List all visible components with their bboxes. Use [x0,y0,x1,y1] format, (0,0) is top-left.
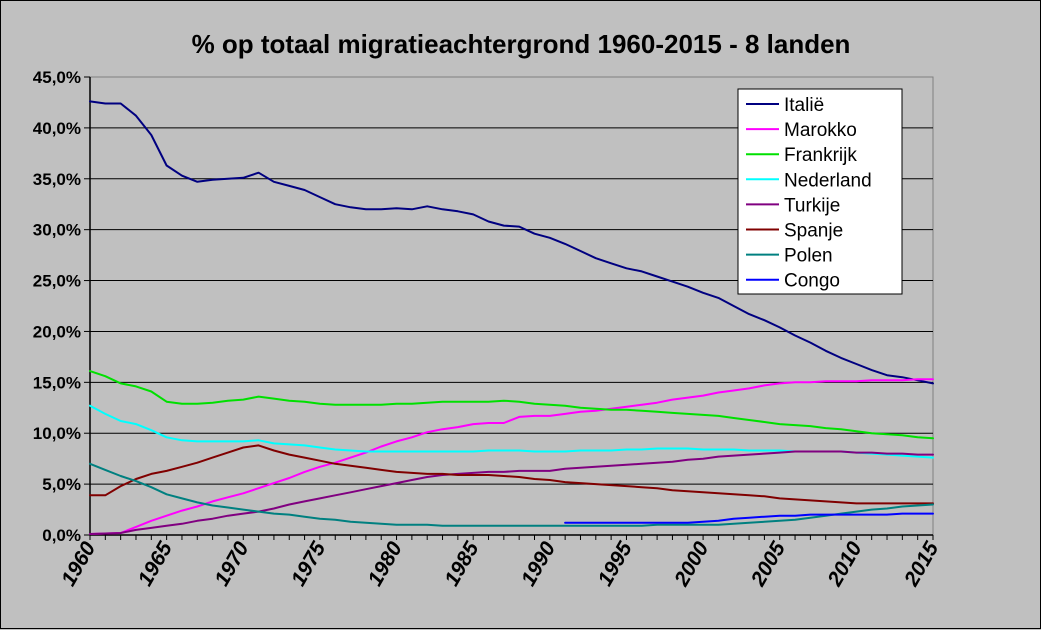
legend-box [737,88,903,295]
legend-label: Marokko [784,120,857,141]
x-tick-label: 2005 [746,538,790,591]
y-tick-label: 45,0% [33,68,81,87]
legend-label: Turkije [784,195,840,216]
series-lines [89,100,934,535]
x-tick-label: 1970 [210,538,253,590]
y-tick-label: 40,0% [33,119,81,138]
y-tick-label: 5,0% [42,475,81,494]
x-tick-label: 1965 [134,538,177,590]
legend-label: Congo [784,271,840,292]
x-tick-label: 2010 [823,538,867,591]
x-tick-label: 1995 [594,538,637,590]
y-tick-label: 0,0% [42,526,81,545]
series-line-1 [89,100,934,385]
x-tick-label: 1990 [517,538,560,590]
legend-label: Frankrijk [784,145,857,166]
series-line-8 [564,512,934,524]
x-tick-label: 1980 [364,538,407,590]
legend-label: Spanje [784,221,843,242]
series-line-2 [89,378,934,535]
legend-label: Polen [784,246,833,267]
series-line-5 [89,450,934,535]
y-tick-label: 30,0% [33,221,81,240]
x-tick-label: 2000 [670,538,714,591]
chart-title: % op totaal migratieachtergrond 1960-201… [192,29,851,59]
x-tick-label: 1960 [57,538,100,590]
x-tick-label: 1975 [287,538,330,590]
x-tick-label: 1985 [440,538,483,590]
series-line-3 [89,370,934,440]
x-tick-label: 2015 [900,538,944,591]
legend: Italië Marokko Frankrijk Nederland Turkije Sp… [737,88,903,295]
legend-label: Italië [784,95,824,116]
y-tick-label: 20,0% [33,322,81,341]
series-line-7 [89,462,934,527]
y-tick-label: 35,0% [33,170,81,189]
y-tick-label: 25,0% [33,272,81,291]
series-line-6 [89,444,934,505]
y-tick-label: 10,0% [33,424,81,443]
legend-label: Nederland [784,170,872,191]
y-tick-label: 15,0% [33,373,81,392]
